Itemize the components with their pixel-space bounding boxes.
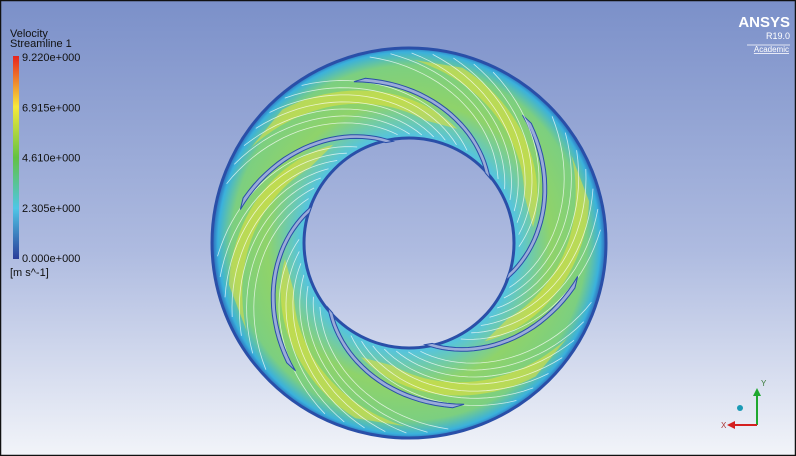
streamline (234, 115, 410, 165)
streamline (284, 87, 457, 146)
legend-ticks: 9.220e+000 6.915e+000 4.610e+000 2.305e+000… (22, 52, 80, 265)
velocity-patch (251, 90, 458, 148)
streamline (299, 274, 386, 432)
streamline (369, 56, 499, 180)
axis-triad: Y X (721, 379, 767, 430)
legend-subtitle: Streamline 1 (10, 38, 72, 50)
blade-gap (270, 204, 314, 372)
streamline (489, 168, 587, 318)
streamline (509, 116, 565, 288)
blade-gap (239, 134, 396, 210)
blade-gap (327, 305, 465, 409)
legend-tick-label: 2.305e+000 (22, 203, 80, 215)
velocity-patch (413, 59, 538, 228)
streamline (411, 52, 512, 200)
logo-version: R19.0 (766, 31, 790, 41)
streamline (231, 168, 329, 318)
color-bar (13, 56, 19, 259)
streamline (253, 198, 309, 370)
streamline (217, 146, 358, 257)
streamline (226, 122, 398, 184)
streamline (246, 187, 315, 354)
streamline (301, 80, 468, 151)
streamline (306, 286, 407, 434)
blade-gap (422, 276, 579, 352)
legend-units: [m s^-1] (10, 267, 49, 279)
streamline (480, 188, 594, 326)
streamline (390, 53, 506, 190)
legend-tick-label: 6.915e+000 (22, 102, 80, 114)
legend-tick-label: 9.220e+000 (22, 52, 80, 64)
streamline (292, 263, 365, 429)
x-axis-label: X (721, 421, 727, 430)
streamline (471, 208, 599, 334)
blade-gap (353, 77, 491, 181)
streamline (460, 229, 601, 340)
velocity-patch (484, 155, 590, 342)
blade-gap (504, 114, 548, 282)
streamline (492, 71, 540, 247)
streamline (384, 348, 563, 385)
streamline (361, 340, 534, 399)
streamline (395, 339, 575, 378)
streamline (420, 302, 592, 364)
streamline (243, 108, 423, 147)
streamline (238, 177, 321, 336)
velocity-patch (360, 338, 567, 396)
streamline (372, 345, 549, 392)
streamline (312, 296, 428, 433)
streamline (219, 152, 347, 278)
legend-tick-label: 4.610e+000 (22, 153, 80, 165)
streamline (278, 239, 326, 415)
legend-tick-label: 0.000e+000 (22, 253, 80, 265)
streamline (453, 57, 526, 223)
streamline (285, 251, 345, 423)
streamline (432, 54, 519, 212)
y-arrow-head (753, 388, 761, 396)
legend-title: Velocity (10, 28, 48, 40)
streamline (255, 101, 434, 138)
streamline (350, 335, 517, 406)
logo-edition: Academic (754, 45, 789, 54)
x-arrow-head (727, 421, 735, 429)
y-axis-label: Y (761, 379, 767, 388)
streamline (473, 63, 533, 235)
streamline (224, 160, 338, 298)
logo-name: ANSYS (738, 14, 790, 31)
velocity-patch (280, 258, 405, 427)
streamline (497, 150, 580, 309)
streamline (408, 321, 584, 371)
impeller-ring (210, 46, 608, 440)
streamline (503, 132, 572, 299)
z-axis-dot (737, 405, 743, 411)
streamline (269, 94, 446, 141)
velocity-patch (228, 144, 334, 331)
streamline (319, 306, 449, 430)
